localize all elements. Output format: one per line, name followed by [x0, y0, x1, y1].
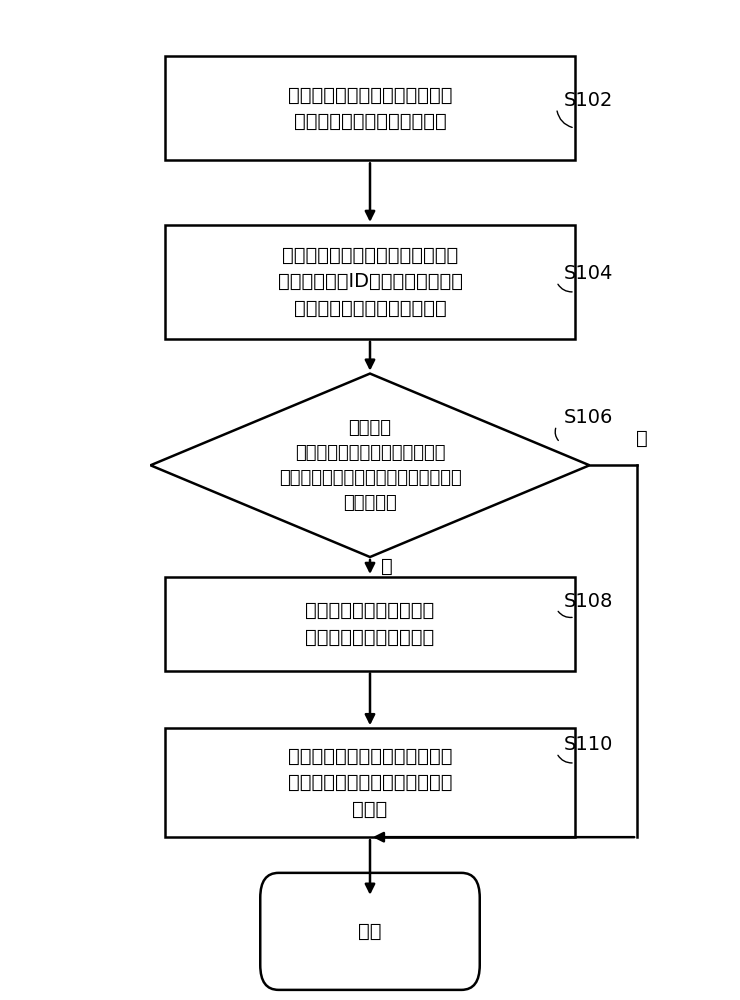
Text: 将该表项中的端口信息以
及位置信息通知给该进程: 将该表项中的端口信息以 及位置信息通知给该进程 — [306, 601, 434, 647]
Text: 数据库中
存在包含有要访问的服务对应的
端口信息以及该服务所在节点的位置信
息的表项？: 数据库中 存在包含有要访问的服务对应的 端口信息以及该服务所在节点的位置信 息的… — [279, 419, 461, 512]
Text: S102: S102 — [564, 91, 613, 110]
FancyBboxPatch shape — [260, 873, 480, 990]
Text: S104: S104 — [564, 264, 613, 283]
Text: 该进程根据该服务的端口信息以
及该服务所在节点的位置信息发
起连接: 该进程根据该服务的端口信息以 及该服务所在节点的位置信息发 起连接 — [288, 747, 452, 819]
Text: 在接收到该请求之后，该节点记录
该进程的进程ID与要访问的服务对
应的端口信息之间的对应关系: 在接收到该请求之后，该节点记录 该进程的进程ID与要访问的服务对 应的端口信息之… — [278, 246, 462, 318]
Text: 当要访问一服务时，进程向所在
节点发出要访问该服务的请求: 当要访问一服务时，进程向所在 节点发出要访问该服务的请求 — [288, 86, 452, 131]
Bar — [165, 225, 575, 339]
Text: S108: S108 — [564, 592, 613, 611]
Text: 否: 否 — [636, 429, 648, 448]
Bar — [165, 56, 575, 160]
Polygon shape — [150, 374, 590, 557]
Text: S106: S106 — [564, 408, 613, 427]
Bar — [165, 728, 575, 837]
Bar — [165, 577, 575, 671]
Text: 是: 是 — [381, 557, 393, 576]
Text: S110: S110 — [564, 735, 613, 754]
Text: 结束: 结束 — [358, 922, 382, 941]
